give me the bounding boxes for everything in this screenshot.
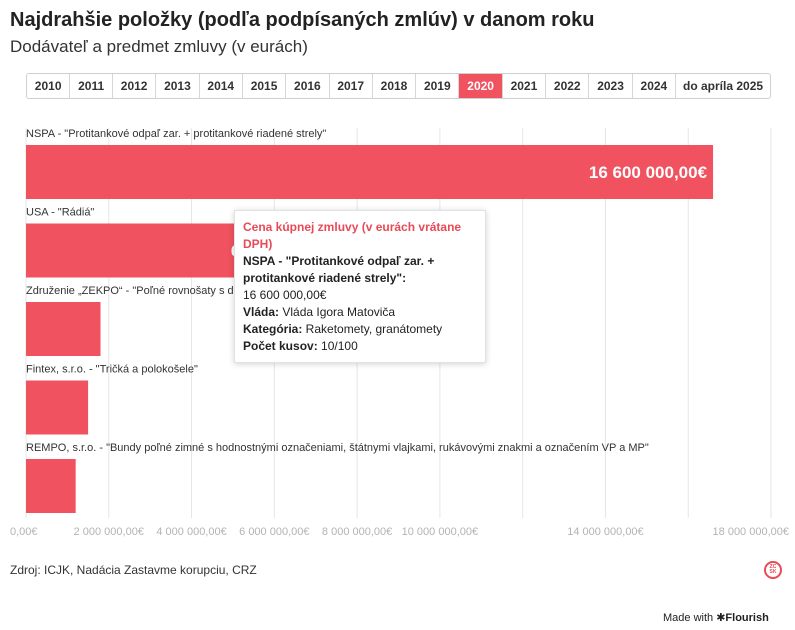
year-tab[interactable]: do apríla 2025	[683, 79, 764, 93]
bar[interactable]	[26, 145, 714, 199]
chart-tooltip: Cena kúpnej zmluvy (v eurách vrátane DPH…	[234, 210, 486, 363]
x-tick-label: 10 000 000,00€	[402, 526, 478, 538]
tooltip-pocet-label: Počet kusov:	[243, 339, 318, 353]
tooltip-vlada: Vláda: Vláda Igora Matoviča	[243, 304, 477, 321]
bar-chart: NSPA - "Protitankové odpaľ zar. + protit…	[10, 128, 789, 538]
bar[interactable]	[26, 302, 101, 356]
category-label: NSPA - "Protitankové odpaľ zar. + protit…	[26, 128, 326, 140]
year-tab[interactable]: 2022	[546, 74, 590, 98]
year-tab[interactable]: 2015	[243, 74, 287, 98]
bar-value-label: 16 600 000,00€	[589, 163, 708, 182]
tooltip-kategoria: Kategória: Raketomety, granátomety	[243, 321, 477, 338]
category-label: USA - "Rádiá"	[26, 207, 94, 219]
x-tick-label: 6 000 000,00€	[239, 526, 309, 538]
year-selector: 2010 2011 2012 2013 2014 2015 2016 2017 2018 2019…	[26, 73, 771, 99]
x-tick-label: 2 000 000,00€	[74, 526, 144, 538]
flourish-logo: ✱Flourish	[716, 612, 769, 624]
x-tick-label: 4 000 000,00€	[156, 526, 226, 538]
x-tick-label: 0,00€	[10, 526, 38, 538]
year-tab[interactable]: 2024	[633, 74, 677, 98]
brand-logo-text: ZC SK	[769, 564, 777, 575]
tooltip-item-name: NSPA - "Protitankové odpaľ zar. + protit…	[243, 254, 435, 285]
year-tab[interactable]: 2010	[27, 74, 71, 98]
year-tab[interactable]: 2016	[286, 74, 330, 98]
tooltip-vlada-label: Vláda:	[243, 305, 280, 319]
year-tab[interactable]: 2013	[156, 74, 200, 98]
made-with-flourish-link[interactable]: Made with ✱Flourish	[663, 611, 769, 624]
tooltip-value: 16 600 000,00€	[243, 288, 327, 302]
tooltip-pocet: Počet kusov: 10/100	[243, 338, 477, 355]
year-tab[interactable]: 2021	[503, 74, 547, 98]
tooltip-kategoria-label: Kategória:	[243, 322, 303, 336]
tooltip-kategoria-value: Raketomety, granátomety	[302, 322, 443, 336]
bar[interactable]	[26, 380, 89, 435]
tooltip-pocet-value: 10/100	[317, 339, 358, 353]
year-tab[interactable]: 2011	[70, 74, 113, 98]
tooltip-heading: Cena kúpnej zmluvy (v eurách vrátane DPH…	[243, 220, 462, 251]
x-tick-label: 14 000 000,00€	[567, 526, 643, 538]
brand-logo[interactable]: ZC SK	[764, 561, 782, 579]
category-label: Združenie „ZEKPO“ - "Poľné rovnošaty s d…	[26, 285, 236, 297]
bar[interactable]	[26, 459, 76, 513]
chart-subtitle: Dodávateľ a predmet zmluvy (v eurách)	[10, 37, 308, 56]
chart-title: Najdrahšie položky (podľa podpísaných zm…	[10, 9, 595, 31]
made-with-text: Made with	[663, 612, 714, 624]
year-tab[interactable]: 2017	[330, 74, 373, 98]
year-tab[interactable]: 2018	[373, 74, 417, 98]
x-tick-label: 18 000 000,00€	[713, 526, 789, 538]
tooltip-vlada-value: Vláda Igora Matoviča	[279, 305, 396, 319]
year-tab[interactable]: 2012	[113, 74, 157, 98]
year-tab[interactable]: 2019	[416, 74, 460, 98]
source-note: Zdroj: ICJK, Nadácia Zastavme korupciu, …	[10, 563, 257, 577]
year-tab[interactable]: 2020	[459, 74, 503, 98]
year-tab[interactable]: 2014	[200, 74, 243, 98]
category-label: REMPO, s.r.o. - "Bundy poľné zimné s hod…	[26, 442, 649, 454]
year-tab[interactable]: 2023	[589, 74, 633, 98]
x-tick-label: 8 000 000,00€	[322, 526, 392, 538]
category-label: Fintex, s.r.o. - "Tričká a polokošele"	[26, 364, 198, 376]
